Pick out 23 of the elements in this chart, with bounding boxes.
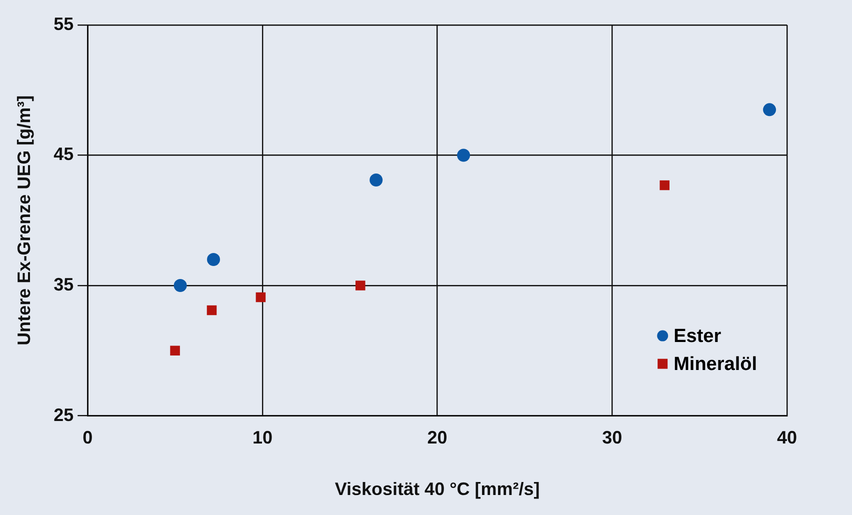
- legend-label: Ester: [674, 326, 722, 348]
- x-tick-label: 10: [252, 428, 272, 448]
- point: [174, 279, 187, 292]
- x-tick-label: 30: [602, 428, 622, 448]
- point: [207, 252, 220, 266]
- point: [206, 305, 217, 316]
- y-tick-label: 35: [54, 274, 74, 294]
- point: [370, 174, 383, 187]
- point: [355, 280, 366, 290]
- x-tick-label: 20: [427, 428, 448, 448]
- x-tick-label: 40: [776, 428, 798, 448]
- x-axis-title: Viskosität 40 °C [mm²/s]: [334, 479, 540, 500]
- point: [457, 148, 470, 162]
- x-tick-label: 0: [82, 428, 93, 448]
- y-tick-label: 45: [54, 144, 74, 164]
- legend-label: Mineralöl: [674, 354, 758, 376]
- point: [170, 346, 180, 356]
- y-axis-title: Untere Ex-Grenze UEG [g/m³]: [14, 95, 34, 346]
- point: [763, 103, 776, 116]
- point: [256, 292, 266, 302]
- y-tick-label: 55: [54, 14, 74, 34]
- y-tick-label: 25: [54, 404, 74, 425]
- point: [660, 180, 670, 190]
